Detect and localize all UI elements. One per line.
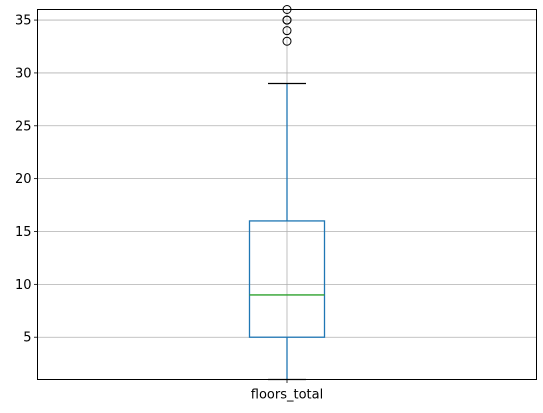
y-tick-label: 20	[15, 172, 32, 187]
x-tick-label: floors_total	[251, 388, 323, 403]
outlier-point	[282, 15, 292, 25]
y-tick-label: 5	[23, 331, 31, 346]
outlier-point	[282, 26, 292, 36]
y-tick-label: 30	[15, 66, 32, 81]
y-tick-label: 35	[15, 14, 32, 29]
iqr-box	[248, 220, 326, 338]
outlier-point	[282, 36, 292, 46]
y-tick-label: 10	[15, 278, 32, 293]
y-tick-label: 25	[15, 119, 32, 134]
tick-layer: 5 10 15 20 25 30 35 floors_total	[15, 14, 323, 403]
y-tick-label: 15	[15, 225, 32, 240]
